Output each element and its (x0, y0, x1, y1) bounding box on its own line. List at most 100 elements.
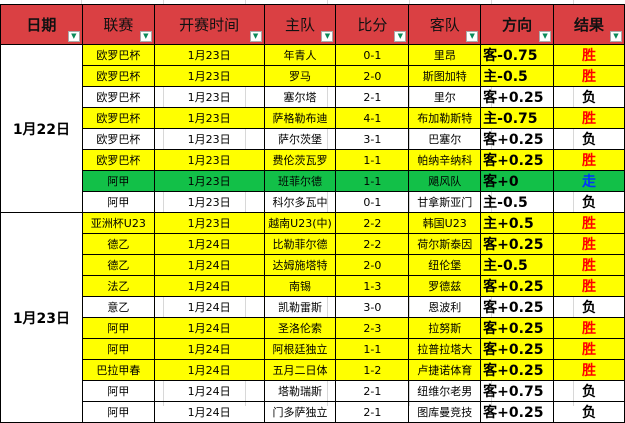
result-cell: 胜 (553, 317, 625, 339)
home-cell: 比勒菲尔德 (263, 233, 337, 255)
home-cell: 塞尔塔 (263, 86, 337, 108)
away-cell: 罗德兹 (408, 275, 482, 297)
away-cell: 巴塞尔 (408, 128, 482, 150)
table-row: 阿甲 1月24日 阿根廷独立 1-1 拉普拉塔大 客+0.25 胜 (1, 338, 625, 360)
score-cell: 2-1 (335, 86, 410, 108)
score-cell: 4-1 (335, 107, 410, 129)
date-cell: 1月23日 (0, 212, 83, 423)
league-cell: 巴拉甲春 (81, 359, 155, 381)
header-label: 日期 (26, 16, 57, 34)
table-row: 1月22日 欧罗巴杯 1月23日 年青人 0-1 里昂 客-0.75 胜 (0, 44, 625, 213)
filter-dropdown-icon[interactable]: ▼ (139, 31, 152, 42)
away-cell: 里尔 (408, 86, 482, 108)
dir-cell: 客+0 (480, 170, 555, 192)
home-cell: 费伦茨瓦罗 (263, 149, 337, 171)
time-cell: 1月24日 (153, 380, 265, 402)
league-cell: 法乙 (81, 275, 155, 297)
result-cell: 胜 (553, 44, 625, 66)
header-label: 方向 (502, 16, 533, 34)
league-cell: 阿甲 (81, 191, 155, 213)
table-row: 阿甲 1月24日 圣洛伦索 2-3 拉努斯 客+0.25 胜 (1, 317, 625, 339)
home-cell: 年青人 (263, 44, 337, 66)
score-cell: 2-1 (335, 380, 410, 402)
header-score: 比分 ▼ (335, 4, 410, 45)
filter-dropdown-icon[interactable]: ▼ (539, 31, 552, 42)
time-cell: 1月23日 (153, 44, 265, 66)
dir-cell: 客+0.25 (480, 338, 555, 360)
result-cell: 负 (553, 296, 625, 318)
table-row: 意乙 1月24日 凯勒雷斯 3-0 恩波利 客+0.25 负 (1, 296, 625, 318)
score-cell: 2-0 (335, 65, 410, 87)
league-cell: 欧罗巴杯 (81, 86, 155, 108)
filter-dropdown-icon[interactable]: ▼ (67, 31, 80, 42)
away-cell: 斯图加特 (408, 65, 482, 87)
score-cell: 3-1 (335, 128, 410, 150)
time-cell: 1月23日 (153, 170, 265, 192)
league-cell: 阿甲 (81, 401, 155, 423)
result-cell: 胜 (553, 275, 625, 297)
result-cell: 胜 (553, 65, 625, 87)
home-cell: 萨格勒布迪 (263, 107, 337, 129)
home-cell: 科尔多瓦中 (263, 191, 337, 213)
table-row: 1月23日 亚洲杯U23 1月23日 越南U23(中) 2-2 韩国U23 主+0.5 胜 (0, 212, 625, 423)
filter-dropdown-icon[interactable]: ▼ (466, 31, 479, 42)
away-cell: 布加勒斯特 (408, 107, 482, 129)
filter-dropdown-icon[interactable]: ▼ (394, 31, 407, 42)
filter-dropdown-icon[interactable]: ▼ (610, 31, 622, 42)
table-row: 欧罗巴杯 1月23日 塞尔塔 2-1 里尔 客+0.25 负 (1, 86, 625, 108)
away-cell: 卢捷诺体育 (408, 359, 482, 381)
dir-cell: 客+0.25 (480, 401, 555, 423)
header-home: 主队 ▼ (263, 4, 337, 45)
score-cell: 3-0 (335, 296, 410, 318)
result-cell: 胜 (553, 254, 625, 276)
header-date: 日期 ▼ (0, 4, 83, 45)
result-cell: 胜 (553, 359, 625, 381)
away-cell: 拉普拉塔大 (408, 338, 482, 360)
dir-cell: 客+0.25 (480, 233, 555, 255)
home-cell: 班菲尔德 (263, 170, 337, 192)
league-cell: 欧罗巴杯 (81, 149, 155, 171)
dir-cell: 客+0.25 (480, 128, 555, 150)
score-cell: 2-0 (335, 254, 410, 276)
result-cell: 胜 (553, 149, 625, 171)
dir-cell: 主-0.5 (480, 254, 555, 276)
dir-cell: 客+0.75 (480, 380, 555, 402)
header-label: 开赛时间 (179, 16, 240, 34)
time-cell: 1月24日 (153, 317, 265, 339)
league-cell: 意乙 (81, 296, 155, 318)
results-table: 日期 ▼ 联赛 ▼ 开赛时间 ▼ 主队 ▼ 比分 ▼ 客队 ▼ 方向 ▼ 结果 ▼ 1月22日 欧罗巴杯 1月23… (0, 4, 625, 423)
table-row: 阿甲 1月24日 塔勒瑞斯 2-1 纽维尔老男 客+0.75 负 (1, 380, 625, 402)
away-cell: 图库曼竞技 (408, 401, 482, 423)
time-cell: 1月23日 (153, 149, 265, 171)
time-cell: 1月24日 (153, 233, 265, 255)
header-label: 比分 (357, 16, 388, 34)
table-row: 欧罗巴杯 1月23日 罗马 2-0 斯图加特 主-0.5 胜 (1, 65, 625, 87)
score-cell: 1-1 (335, 170, 410, 192)
result-cell: 胜 (553, 338, 625, 360)
score-cell: 0-1 (335, 191, 410, 213)
dir-cell: 客+0.25 (480, 275, 555, 297)
score-cell: 1-2 (335, 359, 410, 381)
time-cell: 1月24日 (153, 401, 265, 423)
table-row: 德乙 1月24日 达姆施塔特 2-0 纽伦堡 主-0.5 胜 (1, 254, 625, 276)
score-cell: 2-1 (335, 401, 410, 423)
header-time: 开赛时间 ▼ (153, 4, 265, 45)
league-cell: 德乙 (81, 233, 155, 255)
filter-dropdown-icon[interactable]: ▼ (321, 31, 334, 42)
header-away: 客队 ▼ (408, 4, 482, 45)
dir-cell: 主-0.5 (480, 191, 555, 213)
table-row: 欧罗巴杯 1月23日 萨格勒布迪 4-1 布加勒斯特 主-0.75 胜 (1, 107, 625, 129)
table-row: 欧罗巴杯 1月23日 费伦茨瓦罗 1-1 帕纳辛纳科 客+0.25 胜 (1, 149, 625, 171)
league-cell: 欧罗巴杯 (81, 65, 155, 87)
dir-cell: 主-0.5 (480, 65, 555, 87)
score-cell: 1-3 (335, 275, 410, 297)
score-cell: 2-2 (335, 233, 410, 255)
home-cell: 南锡 (263, 275, 337, 297)
filter-dropdown-icon[interactable]: ▼ (249, 31, 262, 42)
away-cell: 甘拿斯亚门 (408, 191, 482, 213)
result-cell: 胜 (553, 212, 625, 234)
away-cell: 里昂 (408, 44, 482, 66)
result-cell: 胜 (553, 233, 625, 255)
score-cell: 2-3 (335, 317, 410, 339)
home-cell: 五月二日体 (263, 359, 337, 381)
